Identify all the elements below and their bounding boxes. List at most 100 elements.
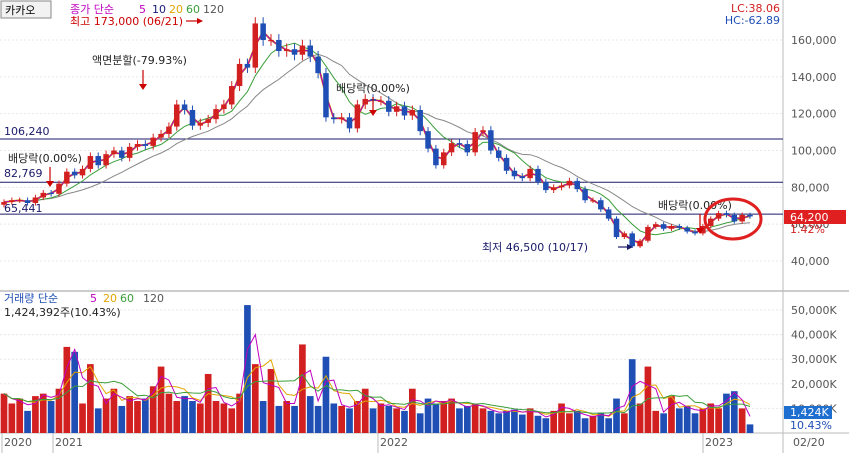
reference-lines [0,138,783,215]
candle [519,176,526,179]
candle [621,233,628,238]
volume-bar [487,410,495,433]
volume-bar [63,346,71,433]
candle [323,73,329,118]
price-tick-label: 140,000 [791,71,837,84]
volume-tick-label: 30,000K [791,353,837,366]
dividend-2021-arrow-icon [46,181,54,187]
dividend-2021-annotation: 배당락(0.00%) [8,152,82,165]
candle [315,56,321,74]
candle [354,104,361,129]
volume-bar [597,413,605,433]
high-arrow-icon [197,18,203,24]
volume-bar [204,373,212,433]
dividend-2022-arrow-icon [369,110,377,116]
volume-bar [149,386,157,433]
volume-bar [683,405,691,433]
candle [181,104,188,110]
volume-bar [220,403,228,433]
candle [362,98,368,105]
volume-bar [707,403,715,433]
candle [346,117,353,129]
candle [731,214,738,222]
hline-label-3: 65,441 [4,202,43,215]
volume-bar [558,403,565,433]
volume-bar [338,405,346,433]
volume-bar [605,418,612,433]
candle [684,227,690,232]
year-label: 2023 [705,436,733,449]
candle [244,63,251,68]
candle [71,171,78,176]
year-label: 2021 [55,436,83,449]
volume-bar [0,393,8,433]
stock-tab[interactable] [0,0,52,19]
volume-bar [660,413,667,433]
candle [660,224,667,229]
volume-bar [416,413,424,433]
volume-bar [369,408,377,433]
candle [158,133,164,138]
volume-bar [346,408,353,433]
candle [668,226,675,229]
candle [126,146,133,158]
volume-bar [463,405,471,433]
volume-bar [401,410,408,433]
grid [0,39,783,409]
candle [707,218,714,227]
candle [417,109,423,132]
volume-bar [118,405,126,433]
candle [150,137,156,146]
candle [653,224,659,227]
volume-bar [196,403,204,433]
volume-bar [699,408,707,433]
legend-ma5: 5 [139,3,146,16]
volume-bar [267,369,275,433]
price-tag [784,210,846,224]
candle [56,183,62,194]
candle [692,231,698,234]
volume-bar [377,403,385,433]
volume-bar [244,305,251,433]
ma120-line [3,53,751,233]
candle [723,213,730,215]
volume-legend-label: 거래량 단순 [4,292,58,305]
candle [174,104,180,127]
candle [268,40,274,42]
candles [1,17,753,249]
candle [425,131,431,149]
volume-bar [730,391,738,433]
price-tag-change: 1.42% [790,223,825,236]
candle [393,106,400,112]
volume-bar [675,408,683,433]
candle [535,168,541,182]
candle [433,148,439,166]
volume-legend-ma120: 120 [143,292,164,305]
volume-bar [322,356,330,433]
candle [409,109,416,116]
candle [87,156,94,169]
price-tag-value: 64,200 [790,211,829,224]
candle [472,132,478,153]
candle [495,150,502,158]
candle [629,233,635,247]
volume-bar [471,403,479,433]
volume-bar [71,351,79,433]
candle [79,168,86,176]
candle [676,226,683,228]
candle [480,130,486,133]
volume-bar [621,413,628,433]
volume-ma20-line [3,358,751,417]
volume-bar [448,398,455,433]
candle [299,45,306,55]
volume-ma60-line [3,373,751,414]
volume-readout: 1,424,392주(10.43%) [4,306,121,319]
legend-ma120: 120 [203,3,224,16]
volume-bar [157,366,165,433]
candle [48,192,54,195]
candle [566,180,573,186]
volume-bar [275,405,283,433]
volume-bar [126,396,133,433]
volume-bar [251,364,259,433]
dividend-2022-annotation: 배당락(0.00%) [336,82,410,95]
